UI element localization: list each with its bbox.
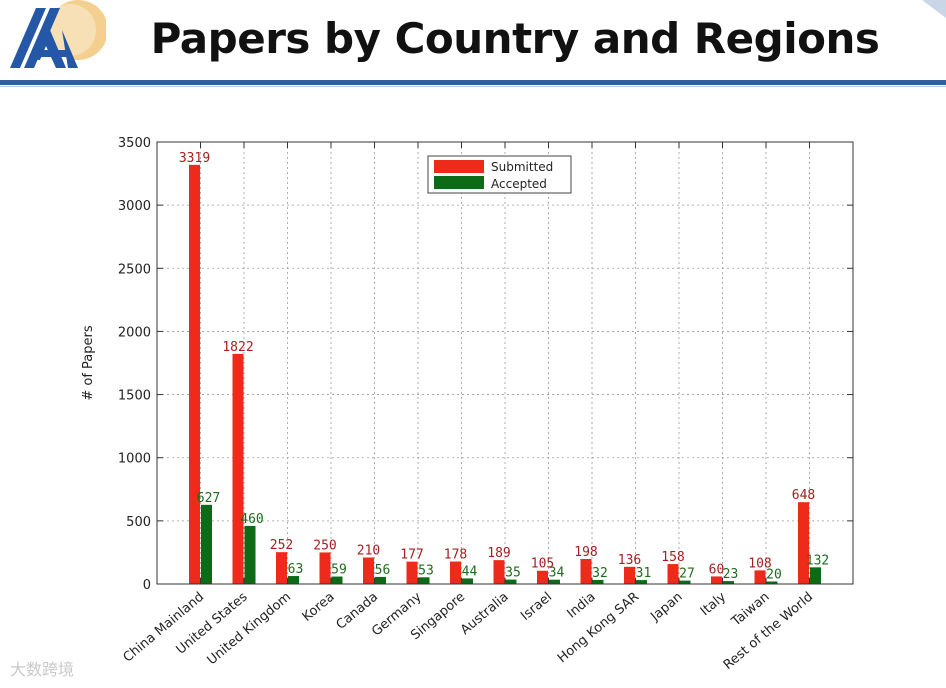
y-tick-label: 1500 [118,389,151,404]
data-label-submitted: 177 [400,548,423,563]
data-label-submitted: 136 [618,553,641,568]
y-tick-label: 3500 [118,136,151,151]
data-label-accepted: 32 [592,566,608,581]
data-label-accepted: 34 [549,566,565,581]
bar-accepted [201,504,212,584]
data-label-submitted: 210 [357,543,380,558]
bar-submitted [319,552,331,584]
bar-accepted [288,576,299,584]
bars [189,164,821,584]
y-tick-label: 2500 [118,262,151,277]
y-tick-label: 500 [126,515,151,530]
data-label-accepted: 20 [766,567,782,582]
bar-submitted [363,557,374,584]
bar-accepted [462,578,473,584]
data-label-submitted: 60 [709,562,725,577]
bar-accepted [592,579,604,584]
bar-accepted [418,577,430,584]
data-label-accepted: 59 [331,563,347,578]
legend-swatch-submitted [434,160,484,173]
bar-submitted [580,558,592,584]
bar-accepted [766,581,778,584]
x-category-label: Korea [300,590,338,625]
bar-accepted [375,576,386,584]
header-rule [0,80,946,85]
header-rule-shadow [0,86,946,87]
data-label-accepted: 31 [636,566,652,581]
data-label-accepted: 53 [418,563,434,578]
data-label-submitted: 3319 [179,151,210,166]
data-label-submitted: 250 [313,538,336,553]
x-category-label: Israel [518,590,555,624]
data-label-accepted: 56 [375,563,391,578]
x-category-label: Australia [458,590,512,638]
data-label-accepted: 27 [679,567,695,582]
bar-accepted [244,525,256,584]
bar-submitted [276,552,287,584]
legend-swatch-accepted [434,176,484,189]
x-category-label: Japan [647,590,685,625]
data-label-submitted: 108 [748,556,771,571]
bar-accepted [679,580,691,584]
bar-accepted [331,576,343,584]
legend-label-accepted: Accepted [491,177,547,191]
corner-decoration [922,0,946,18]
y-tick-label: 3000 [118,199,151,214]
data-label-submitted: 189 [487,546,510,561]
y-tick-label: 0 [143,578,151,593]
bar-accepted [723,581,734,584]
bar-submitted [406,561,418,584]
bar-accepted [505,579,517,584]
y-tick-label: 1000 [118,452,151,467]
plot-border [156,141,854,585]
x-category-label: India [564,590,598,622]
data-label-submitted: 648 [792,488,815,503]
y-tick-label: 2000 [118,325,151,340]
data-label-submitted: 105 [531,557,554,572]
data-label-accepted: 23 [723,567,739,582]
data-label-accepted: 63 [288,562,304,577]
bar-submitted [624,566,635,584]
bar-submitted [711,576,722,584]
bar-submitted [232,353,244,584]
data-label-submitted: 158 [661,550,684,565]
data-label-accepted: 44 [462,564,478,579]
bar-submitted [754,570,766,584]
data-label-submitted: 178 [444,548,467,563]
data-label-submitted: 252 [270,538,293,553]
bar-accepted [810,567,821,584]
legend: Submitted Accepted [427,155,572,194]
data-label-accepted: 460 [240,512,263,527]
bar-submitted [189,164,200,584]
x-category-label: China Mainland [121,590,208,666]
organization-logo [10,0,106,68]
data-label-submitted: 198 [574,545,597,560]
data-label-accepted: 627 [197,491,220,506]
bar-submitted [450,561,461,584]
bar-submitted [537,570,548,584]
bar-submitted [667,564,679,584]
slide-title: Papers by Country and Regions [150,14,880,63]
bar-submitted [493,560,505,584]
x-category-label: Italy [698,589,729,619]
bar-accepted [549,579,560,584]
bar-submitted [798,502,809,584]
bar-accepted [636,580,647,584]
y-axis-label: # of Papers [81,325,96,401]
data-label-submitted: 1822 [222,340,253,355]
watermark: 大数跨境 [10,660,75,679]
data-label-accepted: 35 [505,566,521,581]
data-label-accepted: 132 [806,553,829,568]
legend-label-submitted: Submitted [491,160,553,174]
